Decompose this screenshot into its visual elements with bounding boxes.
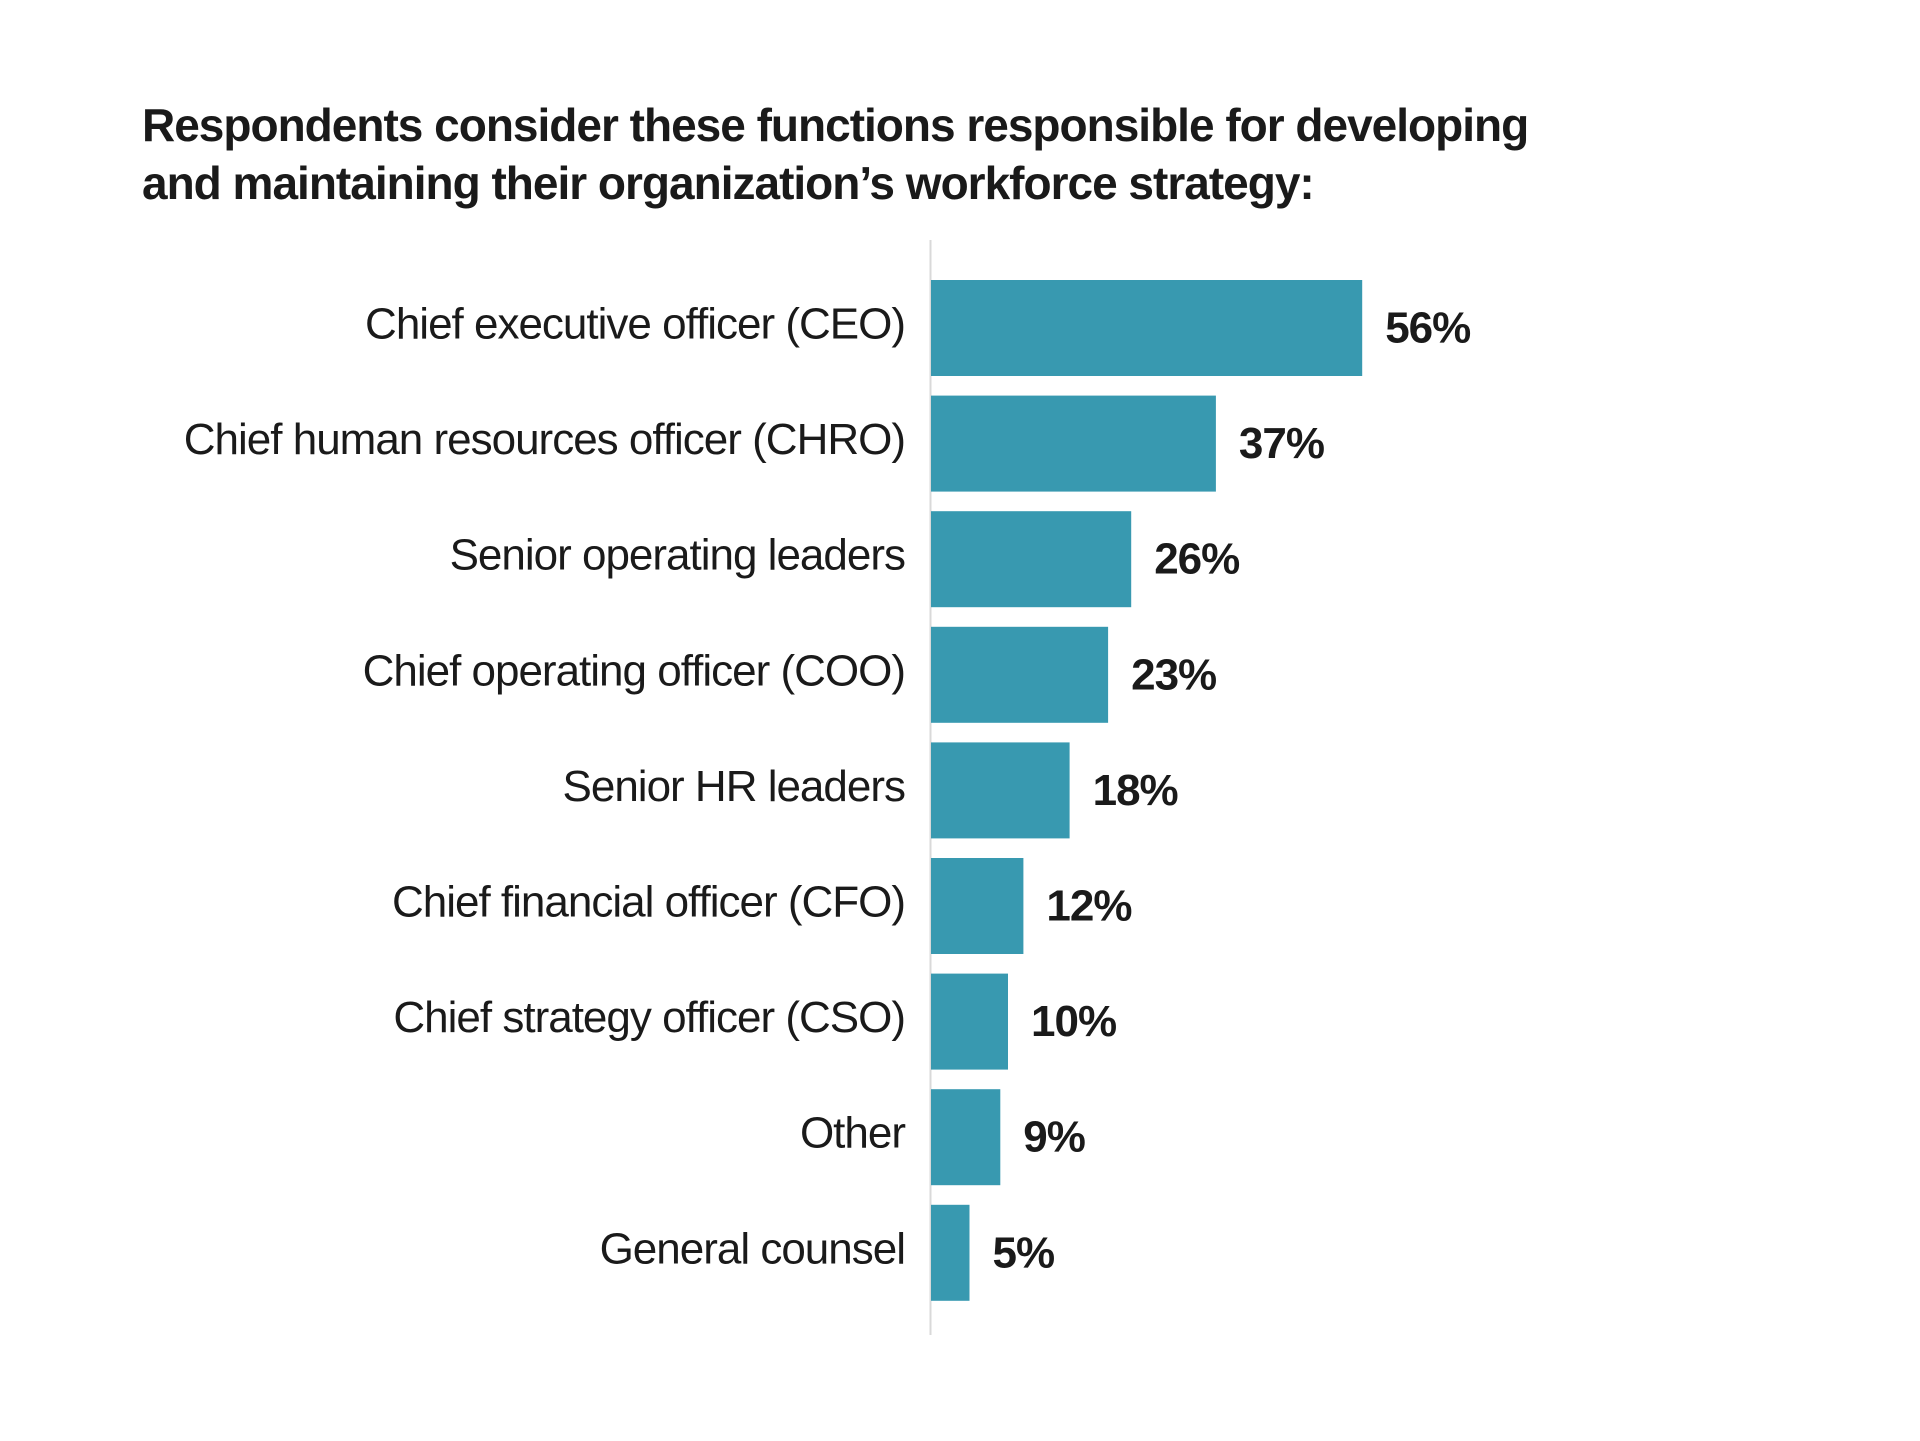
value-label-8: 5%	[993, 1228, 1055, 1277]
category-label-3: Chief operating officer (COO)	[363, 646, 905, 695]
chart-title-line-2: and maintaining their organization’s wor…	[142, 157, 1315, 209]
bar-1	[931, 395, 1216, 492]
value-label-6: 10%	[1031, 997, 1116, 1046]
category-label-8: General counsel	[600, 1224, 905, 1273]
chart-title: Respondents consider these functions res…	[142, 96, 1642, 212]
bars-group: Chief executive officer (CEO) 56% Chief hu…	[184, 280, 1471, 1301]
bar-2	[931, 511, 1132, 608]
value-label-4: 18%	[1093, 766, 1178, 815]
category-label-1: Chief human resources officer (CHRO)	[184, 415, 905, 464]
category-label-0: Chief executive officer (CEO)	[365, 300, 905, 349]
value-label-2: 26%	[1154, 535, 1239, 584]
bar-0	[931, 280, 1363, 376]
category-label-2: Senior operating leaders	[450, 531, 905, 580]
category-label-5: Chief financial officer (CFO)	[392, 878, 905, 927]
value-label-7: 9%	[1023, 1113, 1085, 1162]
bar-7	[931, 1089, 1001, 1186]
bar-3	[931, 626, 1109, 723]
category-label-4: Senior HR leaders	[563, 762, 906, 811]
bar-6	[931, 973, 1008, 1070]
value-label-0: 56%	[1385, 304, 1470, 353]
bar-5	[931, 858, 1024, 954]
value-label-3: 23%	[1131, 650, 1216, 699]
bar-8	[931, 1204, 970, 1301]
category-label-6: Chief strategy officer (CSO)	[393, 993, 905, 1042]
category-label-7: Other	[800, 1109, 905, 1158]
bar-4	[931, 742, 1070, 839]
value-label-1: 37%	[1239, 419, 1324, 468]
chart-title-line-1: Respondents consider these functions res…	[142, 99, 1529, 151]
value-label-5: 12%	[1046, 882, 1131, 931]
